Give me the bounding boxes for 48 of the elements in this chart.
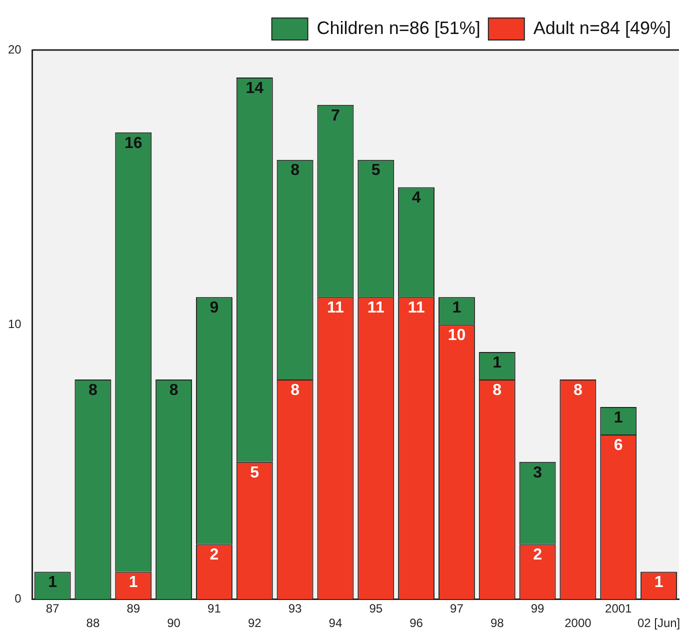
- data-label: 8: [574, 382, 583, 399]
- data-label: 3: [533, 464, 542, 482]
- x-tick-label: 87: [46, 602, 60, 616]
- y-tick-label: 10: [8, 316, 22, 331]
- data-label: 10: [448, 327, 466, 344]
- data-label: 16: [124, 134, 142, 152]
- data-label: 1: [452, 300, 462, 317]
- x-tick-label: 02 [Jun]: [637, 616, 680, 630]
- data-label: 8: [290, 162, 300, 180]
- data-label: 5: [250, 464, 260, 482]
- x-tick-label: 98: [490, 616, 504, 630]
- legend-label: Children n=86 [51%]: [316, 18, 480, 38]
- data-label: 8: [169, 382, 178, 399]
- data-label: 1: [614, 409, 623, 426]
- data-label: 1: [128, 574, 138, 592]
- x-tick-label: 92: [248, 616, 262, 630]
- data-label: 1: [492, 354, 502, 372]
- x-tick-label: 96: [410, 616, 424, 630]
- x-tick-label: 99: [530, 602, 545, 616]
- x-tick-label: 88: [86, 616, 100, 630]
- x-tick-label: 91: [208, 602, 222, 616]
- x-tick-label: 2000: [564, 616, 592, 630]
- x-tick-label: 95: [369, 602, 383, 616]
- x-tick-label: 93: [288, 602, 302, 616]
- data-label: 4: [412, 190, 421, 207]
- y-tick-label: 0: [14, 592, 22, 606]
- data-label: 6: [614, 436, 623, 454]
- data-label: 11: [367, 300, 384, 317]
- x-tick-label: 2001: [605, 602, 632, 616]
- data-label: 9: [210, 300, 219, 317]
- data-label: 7: [331, 107, 340, 124]
- data-label: 5: [371, 162, 380, 180]
- data-label: 14: [246, 80, 264, 97]
- data-label: 8: [290, 382, 300, 399]
- data-label: 2: [210, 546, 219, 564]
- data-label: 11: [327, 300, 344, 317]
- data-label: 8: [492, 382, 502, 399]
- x-tick-label: 97: [450, 602, 464, 616]
- x-tick-label: 94: [328, 616, 342, 630]
- x-tick-label: 90: [167, 616, 181, 630]
- data-label: 11: [408, 300, 425, 317]
- data-label: 1: [48, 574, 58, 592]
- data-label: 8: [88, 382, 98, 399]
- data-label: 1: [654, 574, 664, 592]
- legend-label: Adult n=84 [49%]: [533, 18, 672, 38]
- data-label: 2: [533, 546, 542, 564]
- y-tick-label: 20: [8, 42, 22, 56]
- x-tick-label: 89: [126, 602, 140, 616]
